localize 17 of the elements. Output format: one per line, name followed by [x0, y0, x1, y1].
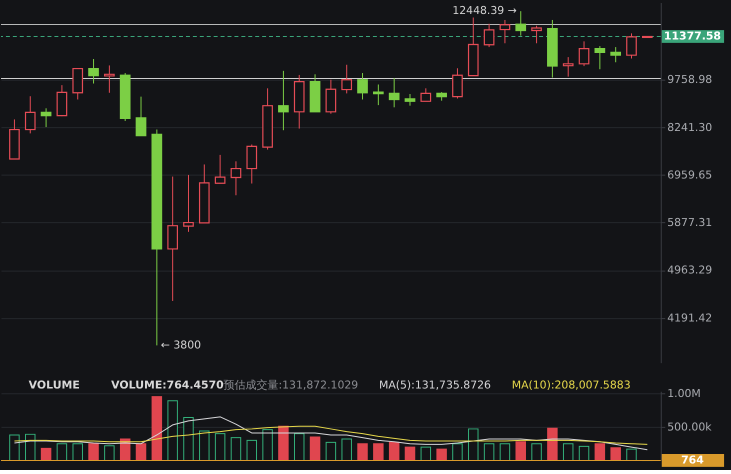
text: 预估成交量:131,872.1029 [223, 378, 358, 392]
y-tick-label: 6959.65 [667, 168, 712, 182]
text: VOLUME:764.4570 [111, 378, 224, 392]
chart-title: VOLUME [28, 378, 80, 392]
y-tick-label: 8241.30 [667, 120, 712, 134]
ref-line-label: 11377.58 [664, 29, 721, 42]
y-tick-label: 5877.31 [667, 216, 712, 230]
y-tick-label: 500.00k [667, 420, 712, 434]
y-tick-label: 9758.98 [667, 73, 712, 86]
text: MA(5):131,735.8726 [378, 378, 492, 392]
y-tick-label: 1.00M [667, 386, 701, 400]
ref-line-label: 764 [681, 453, 704, 466]
y-tick-label: 4963.29 [667, 264, 712, 277]
text: MA(10):208,007.5883 [512, 378, 631, 392]
annotation: 12448.39 → [452, 4, 517, 18]
y-tick-label: 4191.42 [667, 311, 712, 324]
annotation: ← 3800 [160, 338, 202, 352]
